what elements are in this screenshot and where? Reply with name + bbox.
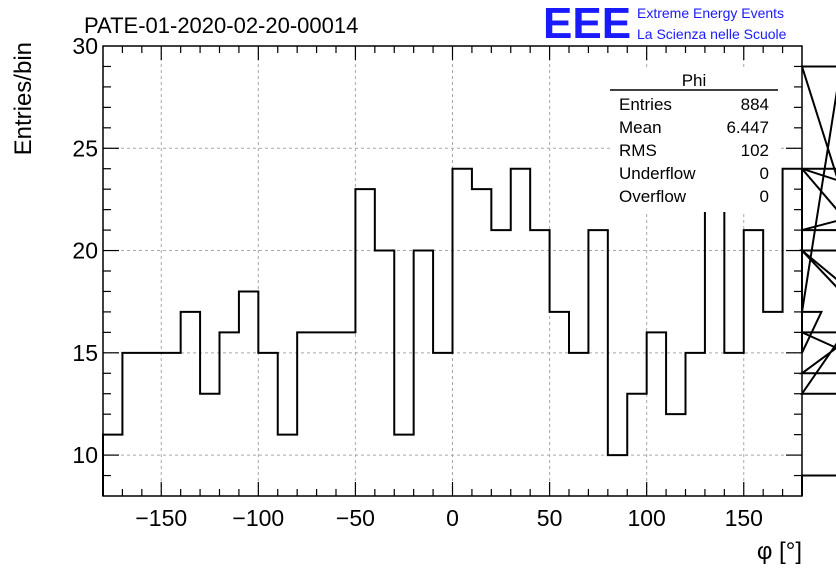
histogram-bin: [142, 353, 161, 496]
stats-row: Mean 6.447: [619, 118, 769, 137]
histogram-bin: [278, 435, 297, 496]
histogram-bin: [394, 435, 413, 496]
histogram-bin: [608, 455, 627, 496]
histogram-bin: [433, 353, 452, 496]
stats-label: RMS: [619, 141, 657, 160]
histogram-bin: [122, 353, 141, 496]
histogram-bin: [511, 169, 530, 496]
stats-label: Underflow: [619, 164, 696, 183]
histogram-bin: [220, 332, 239, 496]
histogram-bin: [181, 312, 200, 496]
histogram-bin: [588, 230, 607, 496]
histogram-bin: [550, 312, 569, 496]
y-tick-label: 10: [72, 442, 98, 468]
stats-row: Overflow 0: [619, 187, 769, 206]
stats-value: 884: [741, 95, 769, 114]
stats-title: Phi: [682, 71, 707, 90]
x-tick-label: −50: [336, 505, 375, 531]
org-subtitle: La Scienza nelle Scuole: [637, 26, 787, 42]
stats-label: Overflow: [619, 187, 687, 206]
histogram-bin: [103, 435, 122, 496]
x-tick-label: −150: [135, 505, 187, 531]
histogram-bin: [744, 230, 763, 496]
y-axis-label: Entries/bin: [10, 42, 37, 155]
histogram-bin: [200, 394, 219, 496]
chart-title: PATE-01-2020-02-20-00014: [84, 13, 358, 38]
x-axis-label: φ [°]: [757, 538, 802, 565]
y-tick-label: 30: [72, 33, 98, 59]
histogram-bin: [414, 251, 433, 496]
stats-value: 6.447: [726, 118, 769, 137]
histogram-bin: [239, 291, 258, 496]
histogram-bin: [161, 353, 180, 496]
histogram-bin: [666, 414, 685, 496]
x-tick-label: 150: [725, 505, 763, 531]
x-tick-label: 100: [627, 505, 665, 531]
stats-box: Phi Entries 884 Mean 6.447 RMS 102 Under…: [610, 67, 778, 212]
y-tick-label: 15: [72, 340, 98, 366]
axis-ticks: [103, 46, 802, 496]
histogram-bin: [705, 189, 724, 496]
histogram-bin: [569, 353, 588, 496]
org-name: Extreme Energy Events: [637, 5, 784, 21]
stats-label: Entries: [619, 95, 672, 114]
x-tick-label: 50: [537, 505, 563, 531]
stats-value: 0: [760, 187, 769, 206]
eee-logo: EEE: [543, 0, 631, 48]
x-tick-label: −100: [232, 505, 284, 531]
histogram-bin: [472, 189, 491, 496]
histogram-bin: [686, 353, 705, 496]
stats-value: 0: [760, 164, 769, 183]
histogram-bin: [317, 332, 336, 496]
histogram-bin: [355, 189, 374, 496]
stats-value: 102: [741, 141, 769, 160]
x-tick-labels: −150 −100 −50 0 50 100 150: [135, 505, 763, 531]
stats-row: RMS 102: [619, 141, 769, 160]
histogram-bin: [258, 353, 277, 496]
stats-label: Mean: [619, 118, 662, 137]
x-tick-label: 0: [446, 505, 459, 531]
histogram-bin: [336, 332, 355, 496]
histogram-outline: [102, 65, 836, 496]
histogram-bin: [530, 230, 549, 496]
histogram-bin: [763, 312, 782, 496]
y-tick-labels: 10 15 20 25 30: [72, 33, 98, 468]
histogram-bin: [375, 251, 394, 496]
y-tick-label: 25: [72, 135, 98, 161]
histogram-bin: [297, 332, 316, 496]
histogram-series: [102, 65, 836, 496]
histogram-bin: [491, 230, 510, 496]
stats-box-bg: [610, 67, 778, 212]
stats-row: Entries 884: [619, 95, 769, 114]
histogram-bin: [453, 169, 472, 496]
stats-row: Underflow 0: [619, 164, 769, 183]
histogram-bin: [647, 332, 666, 496]
y-tick-label: 20: [72, 238, 98, 264]
histogram-bin: [627, 394, 646, 496]
histogram-bin: [724, 353, 743, 496]
